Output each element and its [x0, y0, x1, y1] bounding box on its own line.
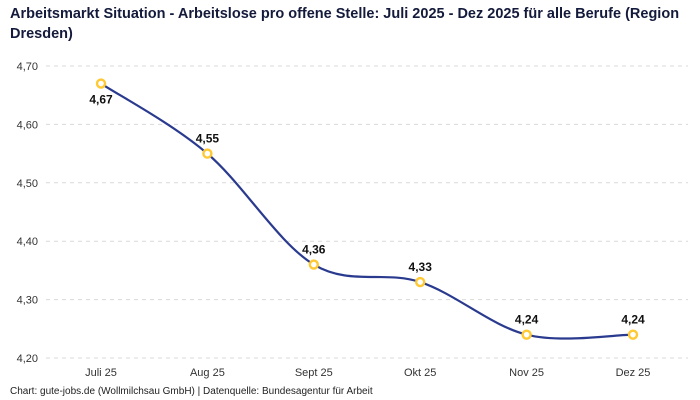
data-point-marker: [202, 148, 213, 159]
x-axis-tick-label: Nov 25: [509, 367, 544, 379]
y-axis-tick-label: 4,20: [17, 353, 38, 365]
x-axis-tick-label: Sept 25: [295, 367, 333, 379]
x-axis-tick-label: Aug 25: [190, 367, 225, 379]
y-axis-tick-label: 4,60: [17, 119, 38, 131]
chart-title: Arbeitsmarkt Situation - Arbeitslose pro…: [10, 6, 680, 42]
x-axis-tick-label: Juli 25: [85, 367, 117, 379]
line-series: [100, 82, 634, 340]
data-point-marker: [308, 259, 319, 270]
data-point-marker: [95, 78, 107, 89]
data-point-label: 4,36: [302, 243, 326, 257]
data-point-marker: [627, 329, 639, 340]
data-point-marker: [415, 276, 426, 288]
data-point-label: 4,24: [621, 313, 645, 327]
data-point-label: 4,67: [89, 93, 113, 107]
data-point-label: 4,55: [196, 132, 220, 146]
chart-footer: Chart: gute-jobs.de (Wollmilchsau GmbH) …: [10, 386, 373, 397]
data-point-label: 4,33: [409, 260, 433, 274]
y-axis-tick-label: 4,40: [17, 236, 38, 248]
data-point-label: 4,24: [515, 313, 539, 327]
y-axis-tick-label: 4,50: [17, 178, 38, 190]
x-axis-tick-label: Dez 25: [616, 367, 651, 379]
data-point-marker: [521, 329, 532, 340]
y-axis-tick-label: 4,30: [17, 295, 38, 307]
x-axis-tick-label: Okt 25: [404, 367, 436, 379]
y-axis-tick-label: 4,70: [17, 61, 38, 73]
